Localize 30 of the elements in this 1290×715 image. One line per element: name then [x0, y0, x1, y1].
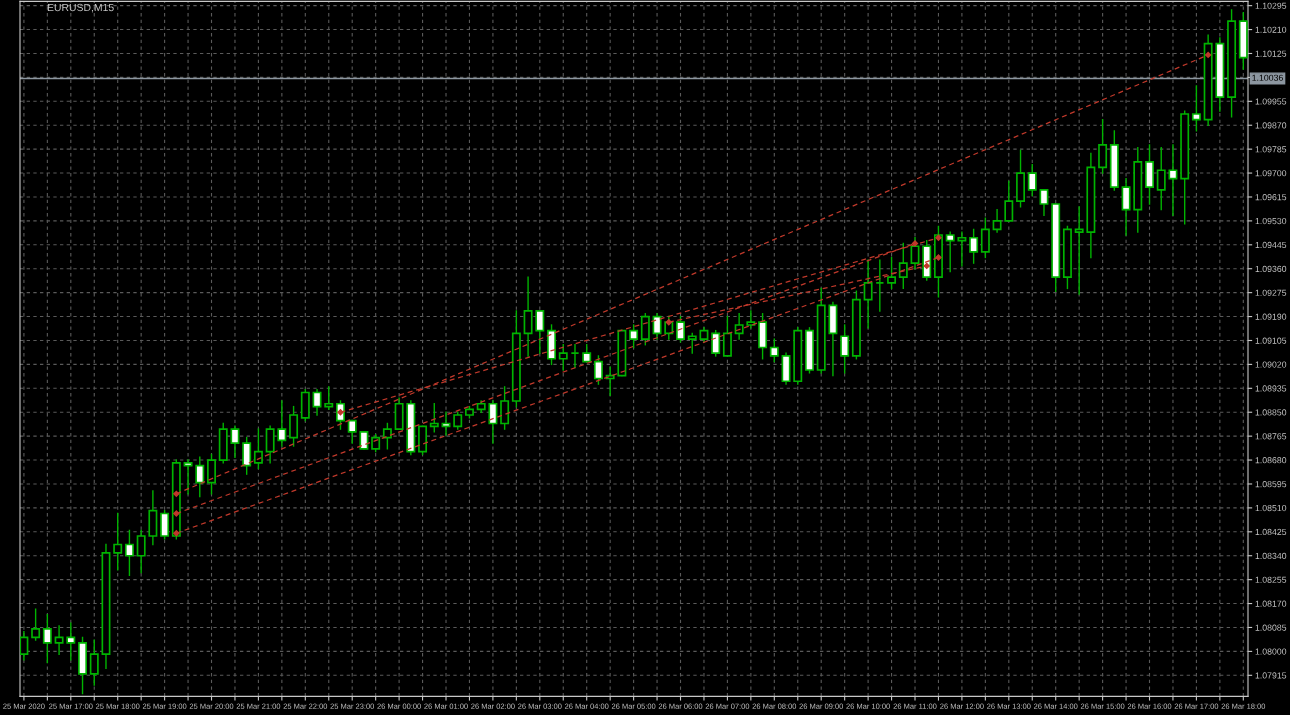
y-tick-label: 1.09530 [1255, 217, 1287, 225]
y-tick-label: 1.09700 [1255, 170, 1287, 177]
y-tick-label: 1.09870 [1255, 122, 1287, 129]
y-tick-label: 1.09445 [1255, 241, 1287, 249]
y-tick-label: 1.09020 [1255, 361, 1287, 368]
y-tick-label: 1.09105 [1255, 337, 1287, 344]
y-tick-label: 1.08255 [1255, 576, 1287, 583]
y-tick-label: 1.09785 [1255, 146, 1287, 153]
y-tick-label: 1.09190 [1255, 313, 1287, 320]
y-tick-label: 1.07915 [1255, 672, 1287, 679]
y-tick-label: 1.10295 [1255, 2, 1287, 9]
y-tick-label: 1.08000 [1255, 648, 1287, 655]
y-tick-label: 1.08850 [1255, 409, 1287, 416]
y-tick-label: 1.08935 [1255, 385, 1287, 392]
ref-line-label: 1.10036 [1252, 74, 1283, 81]
y-tick-label: 1.10210 [1255, 26, 1287, 33]
y-tick-label: 1.09275 [1255, 289, 1287, 296]
y-tick-label: 1.08170 [1255, 600, 1287, 607]
y-tick-label: 1.08085 [1255, 624, 1287, 631]
y-tick-label: 1.08595 [1255, 481, 1287, 488]
y-tick-label: 1.08425 [1255, 528, 1287, 536]
y-tick-label: 1.09955 [1255, 98, 1287, 105]
y-tick-label: 1.08510 [1255, 504, 1287, 512]
y-tick-label: 1.09615 [1255, 194, 1287, 201]
y-tick-label: 1.08340 [1255, 552, 1287, 559]
y-tick-label: 1.08765 [1255, 433, 1287, 440]
y-tick-label: 1.08680 [1255, 457, 1287, 464]
y-tick-label: 1.10125 [1255, 50, 1287, 57]
y-tick-label: 1.09360 [1255, 265, 1287, 272]
chart-title: EURUSD,M15 [47, 3, 114, 13]
